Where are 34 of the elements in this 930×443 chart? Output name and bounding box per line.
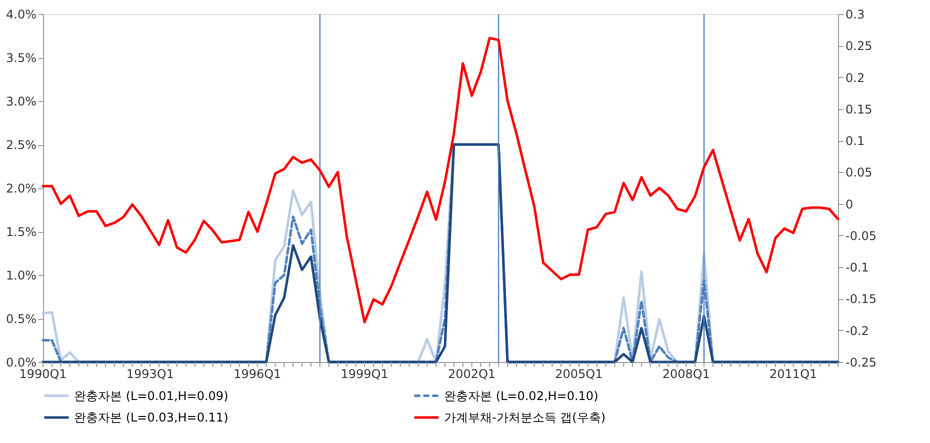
y2-tick-label: 0.2	[846, 70, 865, 85]
y-tick-label: 3.5%	[6, 51, 36, 65]
legend-label: 완충자본 (L=0.03,H=0.11)	[74, 410, 228, 424]
y2-tick-label: 0.25	[846, 39, 872, 54]
y2-tick-label: -0.2	[846, 324, 869, 338]
legend-label: 완충자본 (L=0.02,H=0.10)	[444, 388, 598, 403]
y-tick-label: 4.0%	[6, 8, 36, 22]
x-tick-label: 1990Q1	[19, 367, 67, 381]
y2-tick-label: -0.25	[846, 356, 877, 370]
y2-tick-label: 0.1	[846, 134, 865, 148]
y2-tick-label: -0.05	[846, 228, 877, 243]
x-tick-label: 2002Q1	[448, 367, 496, 381]
x-tick-label: 2011Q1	[770, 367, 818, 381]
legend-label: 가계부채-가처분소득 갭(우축)	[444, 410, 606, 424]
y2-tick-label: 0.15	[846, 102, 872, 116]
y-tick-label: 0.0%	[6, 356, 36, 370]
x-tick-label: 2005Q1	[555, 367, 603, 381]
y-tick-label: 0.5%	[6, 312, 36, 326]
y2-tick-label: -0.1	[846, 260, 869, 275]
y-tick-label: 2.0%	[6, 182, 36, 196]
y2-tick-label: -0.15	[846, 292, 877, 306]
y-tick-label: 3.0%	[6, 94, 36, 108]
y2-tick-label: 0.3	[846, 8, 865, 22]
y2-tick-label: 0	[846, 197, 854, 212]
line-series	[42, 36, 840, 324]
x-tick-label: 1996Q1	[234, 367, 282, 381]
x-tick-label: 1993Q1	[126, 367, 174, 381]
y-tick-label: 1.0%	[6, 268, 36, 282]
y-tick-label: 2.5%	[6, 138, 36, 152]
x-tick-label: 1999Q1	[340, 367, 388, 381]
legend-label: 완충자본 (L=0.01,H=0.09)	[74, 388, 228, 403]
y2-tick-label: 0.05	[846, 166, 872, 180]
y-tick-label: 1.5%	[6, 225, 36, 239]
x-tick-label: 2008Q1	[662, 367, 710, 381]
